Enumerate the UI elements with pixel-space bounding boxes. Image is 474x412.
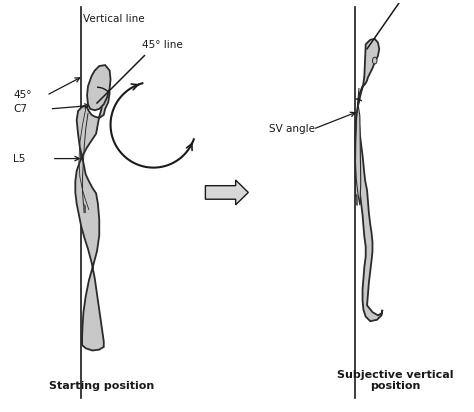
- FancyArrow shape: [205, 180, 248, 205]
- Text: C7: C7: [13, 104, 27, 114]
- Text: 45°: 45°: [13, 90, 32, 101]
- Text: L5: L5: [13, 154, 26, 164]
- Text: 45° line: 45° line: [142, 40, 183, 50]
- Polygon shape: [87, 65, 110, 110]
- Text: Vertical line: Vertical line: [83, 14, 145, 24]
- Polygon shape: [75, 76, 109, 351]
- Polygon shape: [356, 39, 383, 321]
- Ellipse shape: [373, 57, 377, 64]
- Text: SV angle: SV angle: [269, 124, 315, 134]
- Polygon shape: [356, 104, 361, 205]
- Text: Subjective vertical
position: Subjective vertical position: [337, 370, 453, 391]
- Text: Starting position: Starting position: [49, 381, 154, 391]
